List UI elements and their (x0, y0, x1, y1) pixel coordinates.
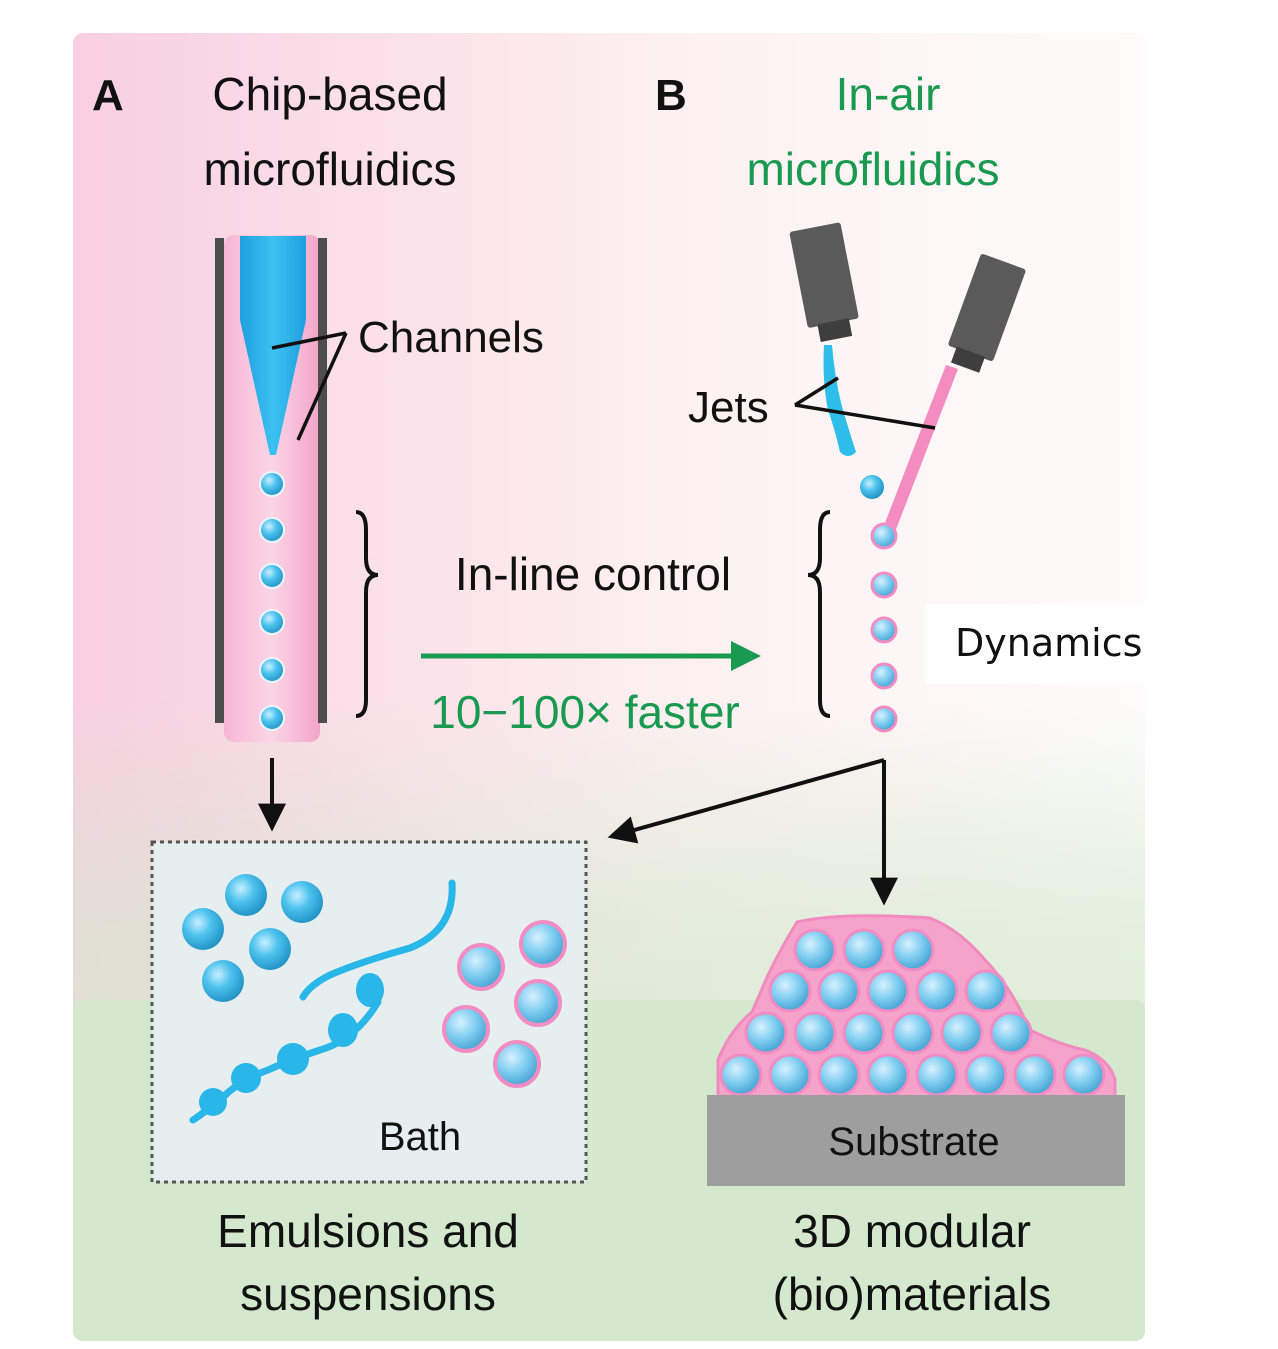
beaded-fiber (189, 973, 384, 1124)
chip-droplet (259, 563, 285, 589)
plain-droplet-cluster (182, 874, 323, 1002)
modular-bead (842, 928, 886, 972)
pink-jet (883, 365, 958, 532)
panel-b-letter: B (655, 71, 687, 120)
modular-bead (915, 969, 959, 1013)
chip-droplet (259, 471, 285, 497)
modular-beads (719, 928, 1106, 1097)
modular-bead (1062, 1053, 1106, 1097)
channels-callout (271, 331, 348, 441)
modular-bead (866, 969, 910, 1013)
modular-bead (915, 1053, 959, 1097)
air-droplet (870, 662, 898, 690)
in-air-droplets (870, 522, 898, 733)
jets-callout (794, 376, 936, 430)
left-curly-brace (355, 510, 379, 718)
right-nozzle (948, 254, 1026, 373)
substrate-block (707, 1095, 1125, 1186)
emulsions-label-line2: suspensions (240, 1268, 496, 1320)
modular-bead (866, 1053, 910, 1097)
dynamics-label-box (925, 604, 1175, 684)
modular-bead (940, 1011, 984, 1055)
panel-a-title-line2: microfluidics (203, 143, 456, 195)
modular-bead (719, 1053, 763, 1097)
inline-control-label: In-line control (455, 548, 731, 600)
modular-bead (793, 928, 837, 972)
modular-bead (768, 969, 812, 1013)
modular-bead (744, 1011, 788, 1055)
modular-bead (891, 1011, 935, 1055)
modular-bead (964, 969, 1008, 1013)
chip-droplets (259, 471, 285, 731)
faster-label: 10−100× faster (430, 686, 739, 738)
modular-bead (793, 1011, 837, 1055)
right-curly-brace (807, 510, 831, 718)
air-droplet (870, 522, 898, 550)
left-nozzle (789, 222, 859, 343)
modular-label-line1: 3D modular (793, 1205, 1031, 1257)
panel-b-title-line2: microfluidics (746, 143, 999, 195)
emulsions-label-line1: Emulsions and (217, 1205, 519, 1257)
modular-bead (989, 1011, 1033, 1055)
modular-bead (964, 1053, 1008, 1097)
modular-bead (817, 969, 861, 1013)
modular-bead (891, 928, 935, 972)
chip-droplet (259, 705, 285, 731)
fiber-strand (299, 879, 456, 1001)
panel-b-title-line1: In-air (836, 68, 941, 120)
cone-inner-channel (240, 236, 306, 455)
dynamics-label: Dynamics (955, 621, 1142, 665)
panel-a-letter: A (92, 71, 124, 120)
modular-bead (1013, 1053, 1057, 1097)
falling-droplet (860, 475, 884, 499)
modular-bead (817, 1053, 861, 1097)
cyan-jet (823, 345, 856, 456)
air-droplet (870, 616, 898, 644)
panel-a-title-line1: Chip-based (212, 68, 447, 120)
modular-bead (768, 1053, 812, 1097)
modular-bead (842, 1011, 886, 1055)
bath-label: Bath (379, 1115, 461, 1159)
chip-droplet (259, 657, 285, 683)
modular-label-line2: (bio)materials (773, 1268, 1052, 1320)
coated-droplet-cluster (442, 920, 567, 1088)
air-droplet (870, 705, 898, 733)
chip-droplet (259, 517, 285, 543)
channels-label: Channels (358, 313, 544, 362)
chip-droplet (259, 609, 285, 635)
substrate-label: Substrate (828, 1120, 999, 1164)
jets-label: Jets (688, 383, 769, 432)
air-droplet (870, 571, 898, 599)
arrow-to-bath (607, 758, 885, 844)
